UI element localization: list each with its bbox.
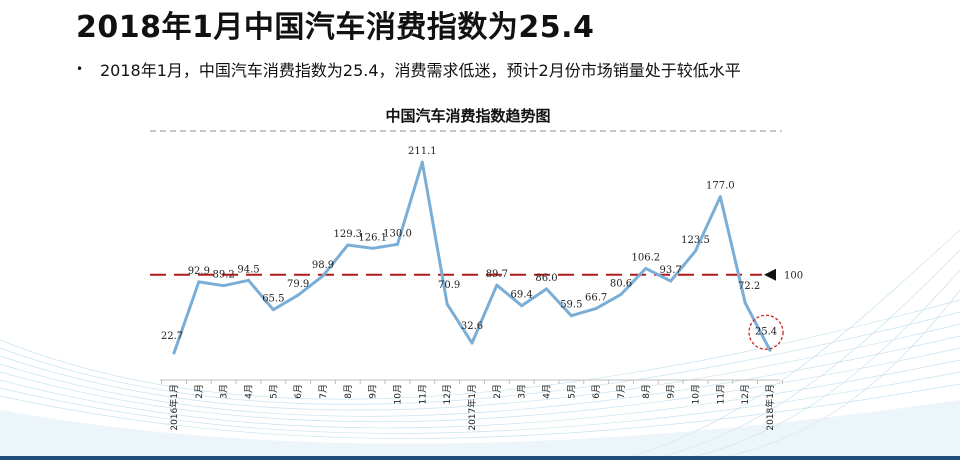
x-tick-label: 2月	[492, 384, 503, 399]
data-point	[470, 341, 474, 345]
x-tick-label: 2016年1月	[168, 384, 180, 431]
data-point	[495, 283, 499, 287]
x-tick-label: 8月	[343, 384, 354, 399]
data-point	[569, 314, 573, 318]
chart-title: 中国汽车消费指数趋势图	[385, 107, 550, 125]
x-tick-label: 10月	[393, 384, 404, 404]
data-point	[197, 280, 201, 284]
data-label: 211.1	[408, 146, 437, 157]
x-tick-label: 9月	[666, 384, 677, 399]
data-point	[520, 304, 524, 308]
data-label: 106.2	[632, 252, 661, 263]
highlight-circle	[748, 314, 784, 350]
x-tick-label: 3月	[517, 384, 528, 399]
x-tick-label: 9月	[368, 384, 379, 399]
x-tick-label: 5月	[566, 384, 577, 399]
data-point	[445, 302, 449, 306]
data-point	[644, 266, 648, 270]
data-label: 123.5	[681, 235, 710, 246]
data-point	[718, 195, 722, 199]
bullet-point: • 2018年1月，中国汽车消费指数为25.4，消费需求低迷，预计2月份市场销量…	[76, 57, 741, 81]
data-label: 79.9	[287, 279, 309, 290]
data-label: 59.5	[560, 300, 582, 311]
reference-marker-icon	[764, 268, 776, 281]
x-tick-label: 12月	[740, 384, 751, 404]
data-point	[371, 246, 375, 250]
data-point	[743, 301, 747, 305]
data-point	[694, 249, 697, 253]
data-point	[545, 287, 548, 291]
data-label: 86.0	[535, 273, 557, 284]
data-label: 69.4	[511, 290, 533, 301]
x-tick-label: 6月	[591, 384, 602, 399]
x-tick-label: 5月	[268, 384, 279, 399]
data-point	[669, 279, 673, 283]
data-label: 129.3	[334, 229, 363, 240]
data-label: 65.5	[262, 294, 284, 305]
data-label: 89.7	[486, 269, 508, 280]
x-tick-label: 2018年1月	[764, 384, 776, 431]
data-point	[271, 308, 275, 312]
x-tick-label: 12月	[442, 384, 453, 404]
x-tick-label: 10月	[691, 384, 702, 404]
data-point	[619, 292, 623, 296]
x-tick-label: 7月	[616, 384, 627, 399]
x-tick-label: 2月	[194, 384, 205, 399]
data-point	[768, 348, 772, 352]
x-tick-label: 11月	[417, 384, 428, 404]
x-tick-label: 6月	[293, 384, 304, 399]
data-label: 130.0	[383, 228, 412, 239]
data-point	[247, 278, 250, 282]
data-point	[346, 243, 350, 247]
bottom-rule	[0, 456, 960, 460]
x-tick-label: 8月	[641, 384, 652, 399]
data-label: 25.4	[755, 326, 777, 337]
data-label: 126.1	[358, 232, 387, 243]
data-point	[222, 284, 226, 288]
data-label: 66.7	[585, 292, 607, 303]
data-point	[396, 242, 399, 246]
x-tick-label: 11月	[715, 384, 726, 404]
data-label: 80.6	[610, 278, 632, 289]
bullet-dot: •	[76, 62, 84, 76]
data-label: 94.5	[237, 264, 259, 275]
data-label: 89.2	[213, 270, 235, 281]
data-label: 72.2	[738, 281, 760, 292]
bullet-text: 2018年1月，中国汽车消费指数为25.4，消费需求低迷，预计2月份市场销量处于…	[100, 61, 741, 80]
data-point	[321, 274, 325, 278]
x-tick-label: 4月	[244, 384, 255, 399]
x-tick-label: 4月	[542, 384, 553, 399]
data-point	[594, 306, 598, 310]
data-label: 22.7	[161, 331, 183, 342]
reference-label: 100	[784, 271, 803, 282]
data-label: 98.9	[312, 260, 334, 271]
x-tick-label: 7月	[318, 384, 329, 399]
data-point	[420, 160, 424, 164]
page-title: 2018年1月中国汽车消费指数为25.4	[76, 10, 595, 45]
data-label: 177.0	[706, 181, 735, 192]
data-label: 70.9	[438, 280, 460, 291]
data-label: 93.7	[660, 265, 682, 276]
data-label: 92.9	[188, 266, 210, 277]
data-label: 32.6	[461, 321, 483, 332]
x-tick-label: 3月	[219, 384, 230, 399]
data-point	[296, 293, 300, 297]
data-point	[172, 351, 176, 355]
x-tick-label: 2017年1月	[466, 384, 478, 431]
